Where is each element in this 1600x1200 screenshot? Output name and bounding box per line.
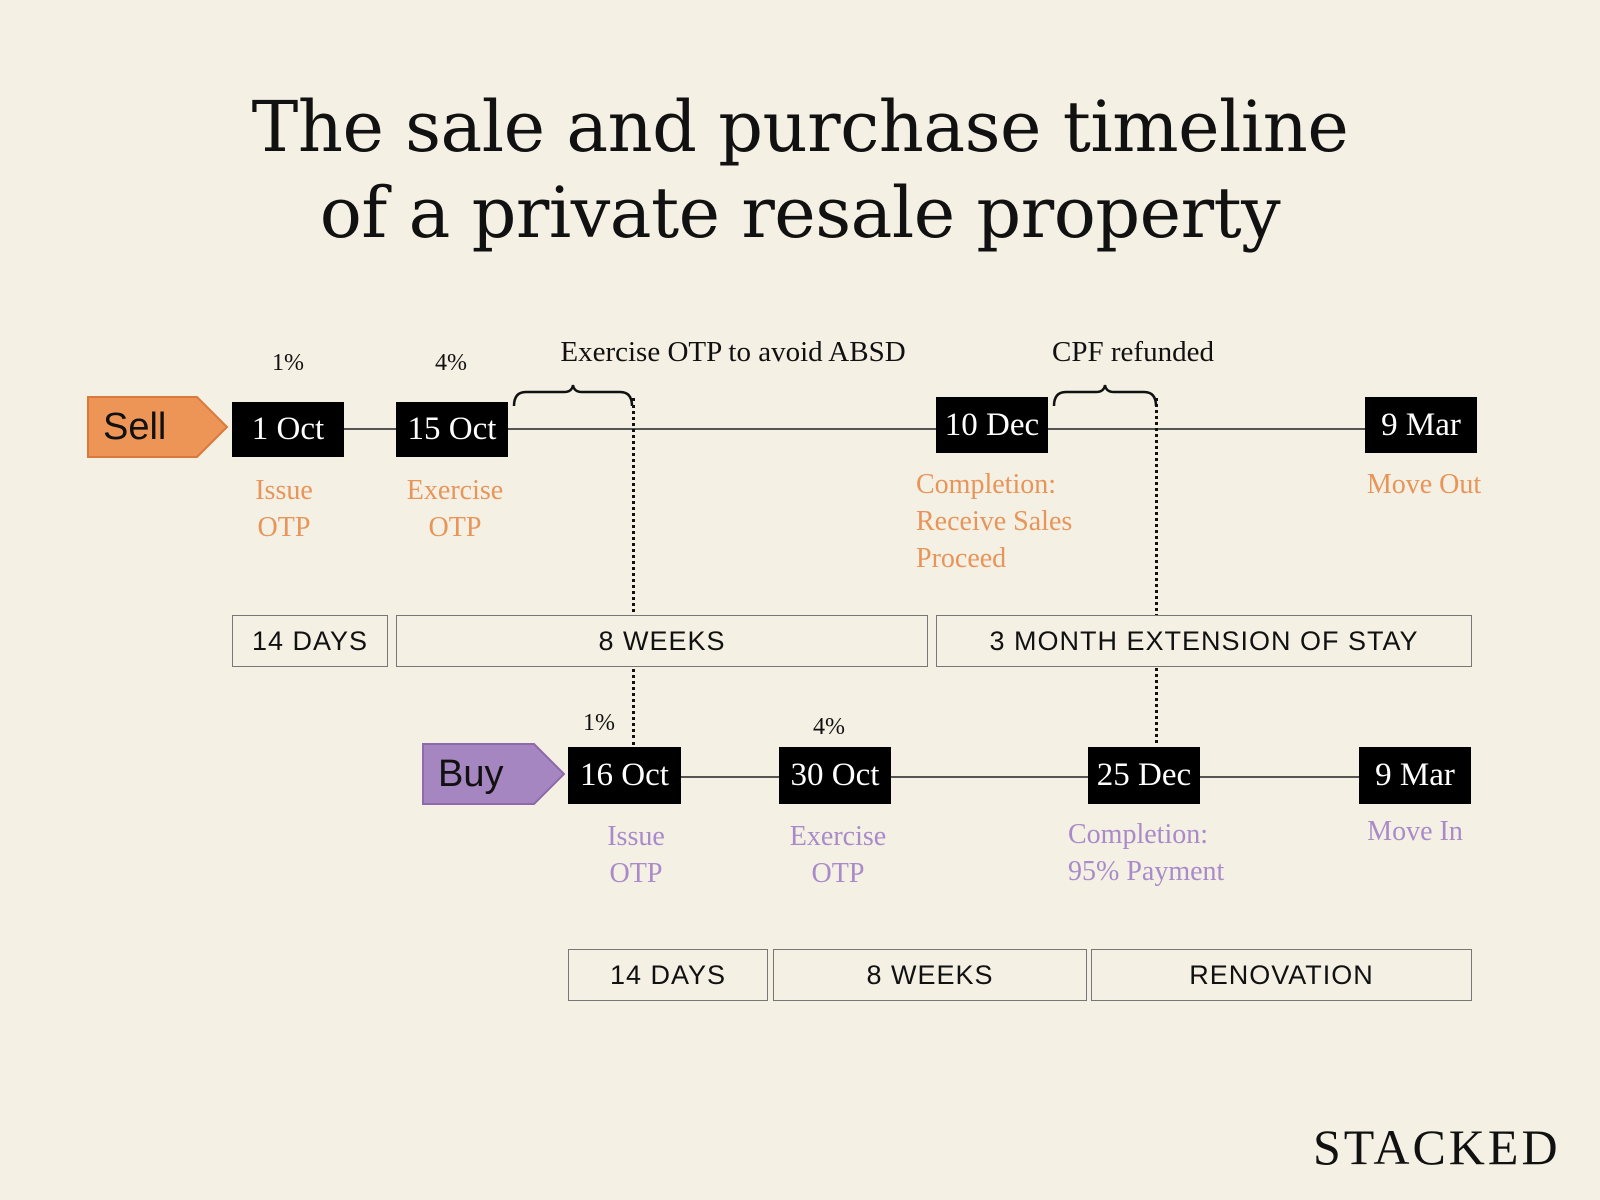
sell-pct-1: 1%: [272, 350, 304, 376]
cpf-brace: [1052, 384, 1158, 407]
sell-tag-label: Sell: [103, 405, 167, 448]
label-line: Receive Sales: [916, 506, 1073, 537]
buy-tag-label: Buy: [438, 752, 504, 795]
stacked-logo: STACKED: [1313, 1119, 1561, 1175]
sell-label-move-out: Move Out: [1366, 469, 1482, 500]
cpf-refunded-note: CPF refunded: [1052, 336, 1214, 368]
exercise-dotted-connector: [632, 398, 635, 745]
sell-duration-extension: 3 MONTH EXTENSION OF STAY: [936, 615, 1472, 667]
buy-duration-14-days: 14 DAYS: [568, 949, 768, 1001]
label-line: Completion:: [1068, 819, 1208, 850]
sell-label-issue-otp: Issue OTP: [255, 472, 313, 546]
sell-label-completion: Completion: Receive Sales Proceed: [916, 466, 1072, 577]
sell-duration-14-days: 14 DAYS: [232, 615, 388, 667]
title-line-1: The sale and purchase timeline: [251, 86, 1349, 168]
label-line: 95% Payment: [1068, 856, 1225, 887]
sell-tag: Sell: [87, 396, 229, 458]
buy-date-box: 9 Mar: [1359, 747, 1471, 804]
buy-label-completion: Completion: 95% Payment: [1068, 816, 1224, 890]
buy-date-box: 16 Oct: [568, 747, 681, 804]
buy-duration-renovation: RENOVATION: [1091, 949, 1472, 1001]
buy-tag-arrow: [422, 743, 566, 805]
sell-label-exercise-otp: Exercise OTP: [407, 472, 503, 546]
sell-date-box: 15 Oct: [396, 402, 508, 457]
sell-tag-arrow: [87, 396, 229, 458]
label-line: Proceed: [916, 543, 1007, 574]
sell-timeline-line: [344, 428, 1365, 430]
label-line: Exercise: [406, 475, 504, 506]
label-line: Issue: [607, 821, 665, 852]
label-line: Completion:: [916, 469, 1056, 500]
buy-pct-1: 1%: [583, 710, 615, 736]
buy-date-box: 30 Oct: [779, 747, 891, 804]
buy-label-issue-otp: Issue OTP: [607, 818, 665, 892]
buy-date-box: 25 Dec: [1088, 747, 1200, 804]
sell-date-box: 9 Mar: [1365, 397, 1477, 453]
title-line-2: of a private resale property: [319, 172, 1281, 254]
label-line: Exercise: [789, 821, 887, 852]
buy-duration-8-weeks: 8 WEEKS: [773, 949, 1087, 1001]
buy-label-move-in: Move In: [1367, 816, 1463, 847]
label-line: OTP: [257, 512, 311, 543]
label-line: OTP: [428, 512, 482, 543]
buy-timeline-line: [681, 776, 1359, 778]
sell-date-box: 10 Dec: [936, 397, 1048, 453]
exercise-otp-note: Exercise OTP to avoid ABSD: [560, 336, 906, 368]
sell-date-box: 1 Oct: [232, 402, 344, 457]
cpf-dotted-connector: [1155, 398, 1158, 743]
label-line: OTP: [811, 858, 865, 889]
exercise-brace: [512, 384, 634, 407]
label-line: OTP: [609, 858, 663, 889]
buy-tag: Buy: [422, 743, 566, 805]
sell-duration-8-weeks: 8 WEEKS: [396, 615, 928, 667]
sell-pct-2: 4%: [435, 350, 467, 376]
buy-label-exercise-otp: Exercise OTP: [790, 818, 886, 892]
label-line: Issue: [255, 475, 313, 506]
buy-pct-2: 4%: [813, 714, 845, 740]
